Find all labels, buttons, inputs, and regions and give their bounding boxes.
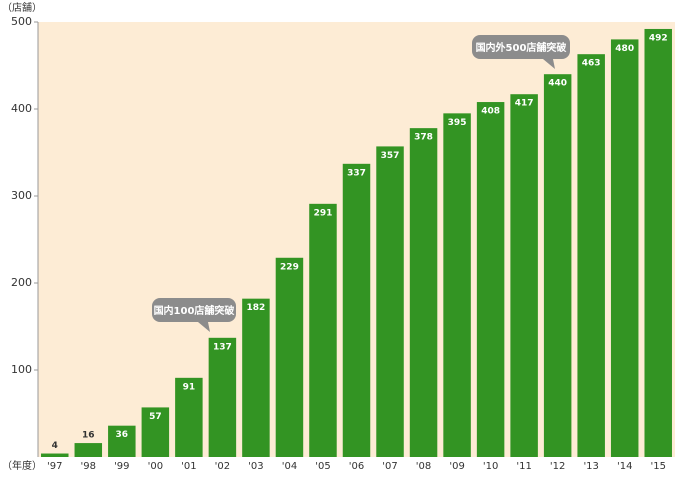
x-tick-label: '09 — [449, 461, 464, 472]
bar — [342, 163, 371, 457]
value-label: 417 — [515, 99, 534, 109]
bar — [510, 94, 538, 458]
bar — [175, 377, 203, 457]
bar — [108, 425, 136, 457]
bar — [309, 203, 337, 457]
value-label: 492 — [649, 33, 668, 43]
value-label: 378 — [414, 133, 433, 143]
x-tick-label: '04 — [282, 461, 297, 472]
x-tick-label: '03 — [248, 461, 263, 472]
value-label: 291 — [314, 208, 333, 218]
x-tick-label: '05 — [315, 461, 330, 472]
value-label: 16 — [82, 431, 95, 441]
bar — [74, 443, 103, 457]
y-tick-label: 500 — [11, 15, 32, 28]
x-unit-label: （年度） — [2, 459, 42, 472]
x-tick-label: '98 — [81, 461, 96, 472]
annotation: 国内100店舗突破 — [154, 304, 235, 317]
x-tick-label: '11 — [516, 461, 531, 472]
callout-pointer — [198, 322, 210, 332]
y-tick-label: 400 — [11, 102, 32, 115]
x-tick-label: '02 — [215, 461, 230, 472]
bar — [242, 298, 270, 457]
x-tick-label: '07 — [382, 461, 397, 472]
value-label: 229 — [280, 262, 299, 272]
x-tick-label: '00 — [148, 461, 163, 472]
bar — [275, 257, 304, 457]
annotation: 国内外500店舗突破 — [476, 41, 567, 54]
bar — [443, 113, 471, 457]
y-tick-label: 200 — [11, 276, 32, 289]
value-label: 357 — [381, 151, 400, 161]
value-label: 91 — [183, 382, 196, 392]
value-label: 137 — [213, 342, 232, 352]
bar — [644, 28, 672, 458]
value-label: 480 — [615, 44, 634, 54]
value-label: 408 — [481, 107, 500, 117]
bar — [543, 74, 572, 457]
bar — [376, 146, 404, 457]
value-label: 440 — [548, 79, 567, 89]
value-label: 337 — [347, 168, 366, 178]
value-label: 57 — [149, 412, 162, 422]
x-tick-label: '08 — [416, 461, 431, 472]
value-label: 4 — [52, 441, 58, 451]
bar — [409, 128, 438, 457]
x-tick-label: '15 — [650, 461, 665, 472]
bar — [141, 407, 170, 457]
value-label: 463 — [582, 59, 601, 69]
bar — [41, 453, 69, 457]
x-tick-label: '97 — [47, 461, 62, 472]
x-tick-label: '06 — [349, 461, 364, 472]
x-tick-label: '99 — [114, 461, 129, 472]
x-tick-label: '10 — [483, 461, 498, 472]
callout-box — [152, 298, 236, 322]
y-tick-label: 100 — [11, 363, 32, 376]
x-tick-label: '13 — [583, 461, 598, 472]
y-tick-label: 300 — [11, 189, 32, 202]
x-tick-label: '12 — [550, 461, 565, 472]
value-label: 395 — [448, 118, 467, 128]
value-label: 182 — [247, 303, 266, 313]
bar — [476, 102, 505, 457]
y-unit-label: （店舗） — [2, 1, 42, 14]
callout-box — [472, 35, 570, 59]
bar — [610, 39, 639, 458]
x-tick-label: '14 — [617, 461, 632, 472]
bar — [208, 337, 237, 457]
bar — [577, 54, 605, 457]
callout-pointer — [543, 59, 555, 69]
x-tick-label: '01 — [181, 461, 196, 472]
value-label: 36 — [116, 430, 129, 440]
